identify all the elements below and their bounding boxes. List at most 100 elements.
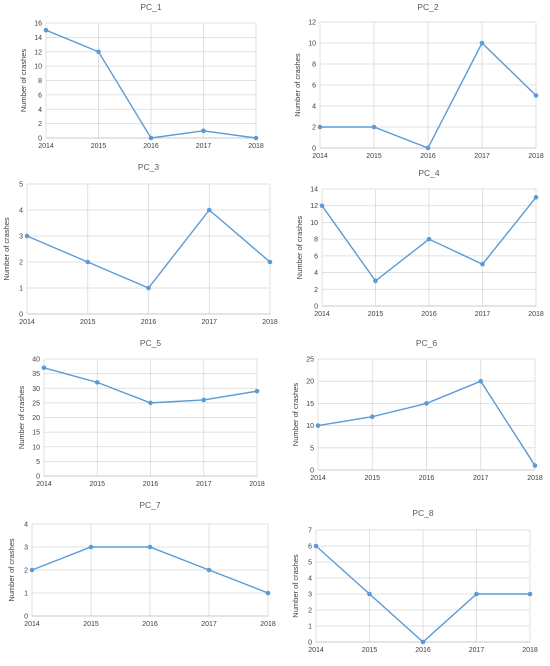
x-tick-label: 2014 — [308, 647, 324, 654]
x-tick-label: 2018 — [262, 319, 278, 326]
y-tick-label: 2 — [38, 121, 42, 128]
y-tick-label: 14 — [310, 187, 318, 194]
chart-title: PC_3 — [138, 162, 160, 172]
y-tick-label: 12 — [308, 20, 316, 27]
data-point — [527, 591, 533, 597]
data-point — [201, 128, 206, 134]
data-point — [533, 195, 539, 200]
x-tick-label: 2016 — [143, 481, 159, 488]
y-tick-label: 4 — [38, 107, 42, 114]
y-tick-label: 40 — [32, 357, 40, 364]
x-tick-label: 2016 — [143, 143, 159, 150]
x-tick-label: 2014 — [312, 153, 328, 160]
x-tick-label: 2017 — [201, 621, 217, 628]
x-tick-label: 2014 — [314, 311, 330, 318]
x-tick-label: 2014 — [310, 475, 326, 482]
chart-title: PC_8 — [412, 508, 434, 518]
chart-2: PC_2 0 2 4 6 8 10 12 2014 2015 2016 2017 2018 Number … — [293, 2, 544, 160]
data-point — [425, 145, 431, 151]
y-tick-label: 15 — [32, 430, 40, 437]
y-tick-label: 10 — [308, 41, 316, 48]
data-point — [147, 544, 153, 550]
data-point — [41, 365, 47, 371]
x-tick-label: 2015 — [368, 311, 384, 318]
y-tick-label: 20 — [306, 379, 314, 386]
data-point — [265, 590, 271, 596]
y-tick-label: 1 — [24, 591, 28, 598]
y-tick-label: 4 — [19, 208, 23, 215]
chart-7: PC_7 0 1 2 3 4 2014 2015 2016 2017 2018 Number of c… — [7, 500, 276, 628]
y-tick-label: 3 — [24, 545, 28, 552]
data-point — [317, 124, 323, 130]
x-tick-label: 2014 — [24, 621, 40, 628]
x-tick-label: 2017 — [474, 153, 490, 160]
y-tick-label: 2 — [314, 287, 318, 294]
y-tick-label: 0 — [312, 146, 316, 153]
y-tick-label: 14 — [34, 35, 42, 42]
data-point — [479, 40, 485, 46]
data-point — [206, 567, 212, 573]
y-tick-label: 4 — [312, 104, 316, 111]
x-tick-label: 2015 — [366, 153, 382, 160]
y-tick-label: 3 — [308, 592, 312, 599]
data-point — [474, 591, 479, 597]
data-point — [206, 207, 212, 213]
x-tick-label: 2017 — [196, 143, 212, 150]
y-tick-label: 1 — [19, 286, 23, 293]
y-tick-label: 1 — [308, 624, 312, 631]
y-tick-label: 0 — [19, 312, 23, 319]
x-tick-label: 2016 — [421, 311, 437, 318]
y-tick-label: 6 — [314, 253, 318, 260]
chart-title: PC_7 — [139, 500, 161, 510]
x-tick-label: 2015 — [91, 143, 107, 150]
y-axis-label: Number of crashes — [295, 216, 304, 280]
x-tick-label: 2016 — [420, 153, 436, 160]
data-point — [267, 259, 273, 265]
y-tick-label: 7 — [308, 528, 312, 535]
data-point — [313, 543, 319, 549]
data-point — [29, 567, 35, 573]
x-tick-label: 2017 — [473, 475, 489, 482]
chart-title: PC_2 — [417, 2, 439, 12]
y-tick-label: 12 — [310, 203, 318, 210]
data-point — [319, 203, 325, 209]
chart-5: PC_5 0 5 10 15 20 25 30 35 40 2014 2015 2016 2017 2018… — [17, 338, 265, 488]
y-tick-label: 20 — [32, 415, 40, 422]
chart-3: PC_3 0 1 2 3 4 5 2014 2015 2016 2017 2018 Number of … — [2, 162, 278, 326]
x-tick-label: 2016 — [141, 319, 157, 326]
y-tick-label: 16 — [34, 21, 42, 28]
y-tick-label: 2 — [308, 608, 312, 615]
data-point — [148, 400, 153, 406]
data-point — [424, 401, 429, 406]
data-point — [24, 233, 30, 239]
y-tick-label: 2 — [312, 125, 316, 132]
y-tick-label: 0 — [36, 474, 40, 481]
x-tick-label: 2016 — [142, 621, 158, 628]
x-tick-label: 2017 — [475, 311, 491, 318]
y-tick-label: 0 — [314, 304, 318, 311]
chart-title: PC_6 — [416, 338, 438, 348]
x-tick-label: 2018 — [528, 311, 544, 318]
x-tick-label: 2018 — [527, 475, 543, 482]
y-tick-label: 10 — [310, 220, 318, 227]
y-axis-label: Number of crashes — [293, 53, 302, 117]
data-point — [88, 544, 94, 550]
data-point — [420, 639, 426, 645]
x-tick-label: 2015 — [80, 319, 96, 326]
y-tick-label: 6 — [38, 92, 42, 99]
x-tick-label: 2014 — [19, 319, 35, 326]
x-tick-label: 2018 — [260, 621, 276, 628]
y-axis-label: Number of crashes — [291, 554, 300, 618]
y-tick-label: 35 — [32, 371, 40, 378]
y-tick-label: 5 — [310, 445, 314, 452]
y-axis-label: Number of crashes — [2, 217, 11, 281]
data-point — [426, 236, 432, 242]
y-tick-label: 0 — [24, 614, 28, 621]
data-point — [369, 414, 375, 420]
y-tick-label: 8 — [38, 78, 42, 85]
x-tick-label: 2015 — [83, 621, 99, 628]
y-tick-label: 10 — [306, 423, 314, 430]
y-tick-label: 0 — [38, 136, 42, 143]
data-point — [533, 93, 539, 98]
